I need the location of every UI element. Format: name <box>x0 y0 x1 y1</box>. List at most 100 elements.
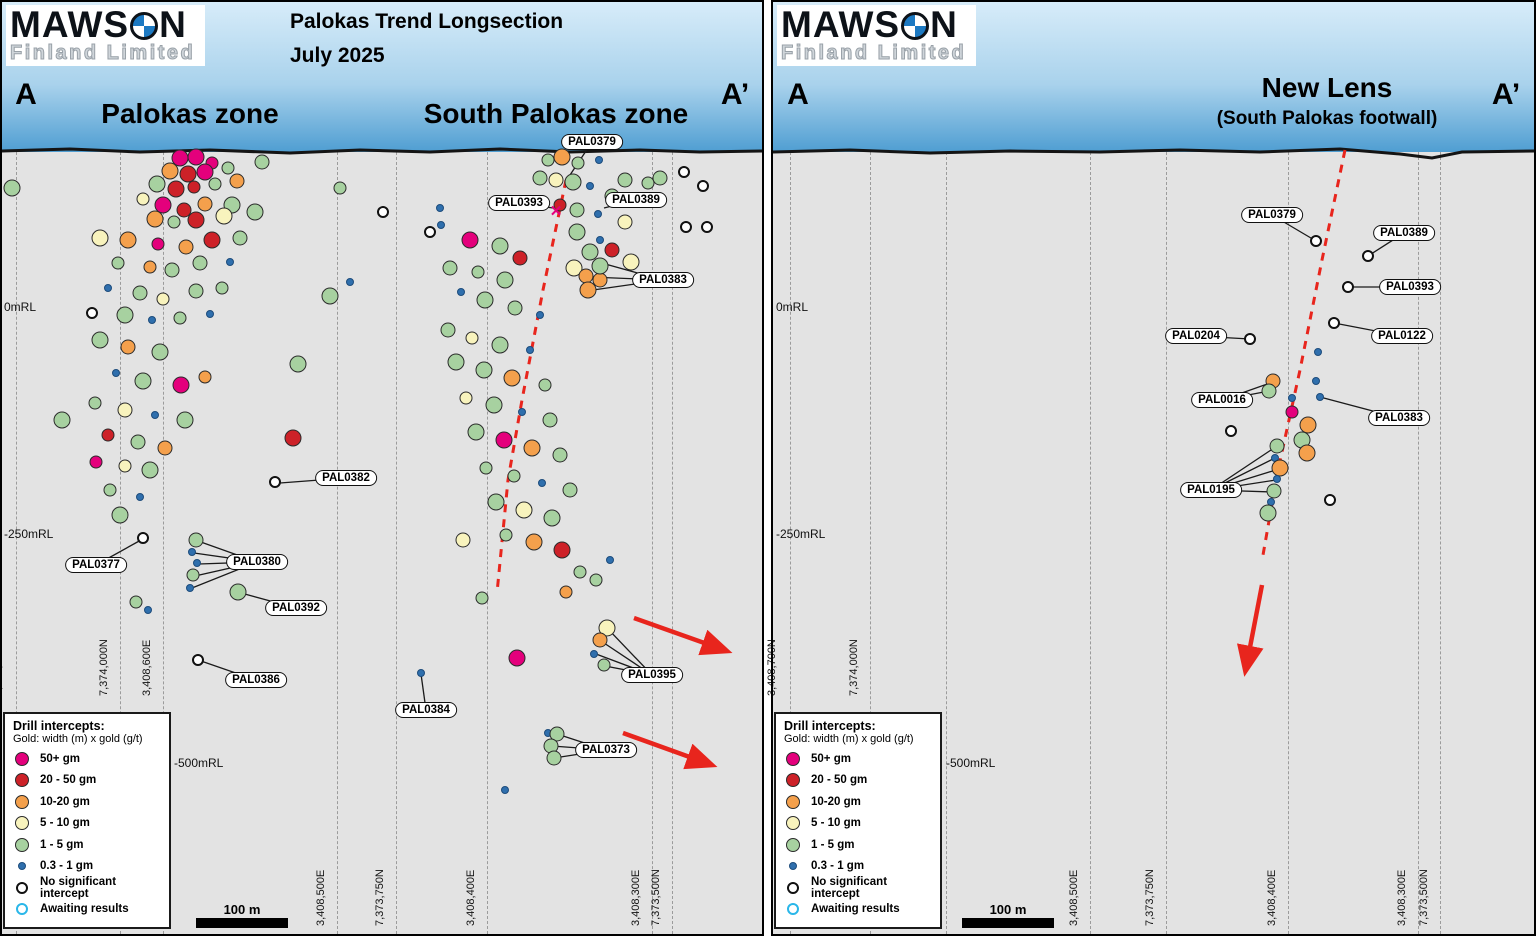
drill-hole-label: PAL0393 <box>488 195 550 211</box>
intercept-dot-1 <box>1269 438 1285 454</box>
grid-coordinate-label: 7,374,000N <box>848 639 860 696</box>
intercept-dot-03 <box>144 606 152 614</box>
intercept-dot-03 <box>104 284 112 292</box>
intercept-dot-10 <box>525 533 543 551</box>
intercept-dot-03 <box>417 669 425 677</box>
legend-swatch-20 <box>786 773 800 788</box>
intercept-dot-1 <box>568 223 586 241</box>
intercept-dot-03 <box>206 310 214 318</box>
intercept-dot-1 <box>491 336 509 354</box>
grid-line <box>396 152 397 934</box>
intercept-dot-03 <box>1314 348 1322 356</box>
legend-swatch-ns <box>787 881 799 894</box>
legend-label: 10-20 gm <box>811 795 861 808</box>
intercept-dot-10 <box>178 239 194 255</box>
intercept-dot-03 <box>596 236 604 244</box>
intercept-dot-1 <box>215 281 229 295</box>
intercept-dot-10 <box>523 439 541 457</box>
logo-wordmark-post: N <box>930 4 958 45</box>
intercept-dot-ns <box>678 166 690 178</box>
intercept-dot-03 <box>193 559 201 567</box>
legend-item: 10-20 gm <box>13 791 161 813</box>
intercept-dot-5 <box>617 214 633 230</box>
intercept-dot-5 <box>459 391 473 405</box>
drill-hole-label: PAL0389 <box>605 192 667 208</box>
intercept-dot-1 <box>229 583 247 601</box>
legend-item: 5 - 10 gm <box>13 813 161 835</box>
intercept-dot-1 <box>447 353 465 371</box>
legend-swatch-1 <box>15 837 29 852</box>
legend-swatch-wrap <box>784 903 802 916</box>
drill-hole-label: PAL0204 <box>1165 328 1227 344</box>
drill-hole-label: PAL0380 <box>226 554 288 570</box>
legend-swatch-wrap <box>784 862 802 871</box>
intercept-dot-1 <box>467 423 485 441</box>
zone-title: Palokas zone <box>101 98 279 129</box>
drill-hole-label: PAL0383 <box>632 272 694 288</box>
drill-hole-label: PAL0379 <box>561 134 623 150</box>
logo-wordmark: MAWS N <box>10 5 195 45</box>
intercept-dot-10 <box>120 339 136 355</box>
drill-hole-label: PAL0016 <box>1191 392 1253 408</box>
intercept-dot-03 <box>226 258 234 266</box>
drill-hole-label: PAL0393 <box>1379 279 1441 295</box>
grid-line <box>487 152 488 934</box>
grid-line <box>1418 152 1419 934</box>
intercept-dot-1 <box>507 469 521 483</box>
intercept-dot-10 <box>1298 444 1316 462</box>
intercept-dot-20 <box>187 211 205 229</box>
intercept-dot-50 <box>1285 405 1299 419</box>
intercept-dot-03 <box>594 210 602 218</box>
intercept-dot-03 <box>436 204 444 212</box>
legend-swatch-wrap <box>784 773 802 788</box>
grid-line <box>1288 152 1289 934</box>
legend-swatch-wrap <box>13 773 31 788</box>
zone-title: (South Palokas footwall) <box>1216 108 1438 129</box>
intercept-dot-1 <box>53 411 71 429</box>
drill-hole-label: PAL0384 <box>395 702 457 718</box>
intercept-dot-ns <box>1342 281 1354 293</box>
legend-box: Drill intercepts: Gold: width (m) x gold … <box>774 712 942 929</box>
intercept-dot-ns <box>86 307 98 319</box>
intercept-dot-50 <box>196 163 214 181</box>
elevation-label: 0mRL <box>4 300 37 314</box>
grid-line <box>163 152 164 934</box>
legend-swatch-wrap <box>13 837 31 852</box>
intercept-dot-1 <box>103 483 117 497</box>
intercept-dot-10 <box>559 585 573 599</box>
intercept-dot-03 <box>437 221 445 229</box>
elevation-label: -500mRL <box>946 756 996 770</box>
intercept-dot-1 <box>546 750 562 766</box>
intercept-dot-ns <box>269 476 281 488</box>
intercept-dot-1 <box>151 343 169 361</box>
drill-hole-label: PAL0195 <box>1180 482 1242 498</box>
intercept-dot-10 <box>503 369 521 387</box>
zone-title: New Lens <box>1261 72 1393 103</box>
intercept-dot-03 <box>1288 394 1296 402</box>
intercept-dot-ns <box>1362 250 1374 262</box>
intercept-dot-1 <box>571 156 585 170</box>
drill-hole-label: PAL0383 <box>1368 410 1430 426</box>
legend-swatch-10 <box>15 794 29 809</box>
intercept-dot-1 <box>581 243 599 261</box>
drill-hole-label: PAL0379 <box>1241 207 1303 223</box>
intercept-dot-1 <box>111 256 125 270</box>
intercept-dot-1 <box>232 230 248 246</box>
legend-label: 5 - 10 gm <box>811 817 861 830</box>
intercept-dot-20 <box>101 428 115 442</box>
legend-swatch-03 <box>789 862 797 871</box>
intercept-dot-03 <box>188 548 196 556</box>
elevation-label: 0mRL <box>776 300 809 314</box>
intercept-dot-03 <box>148 316 156 324</box>
intercept-dot-1 <box>221 161 235 175</box>
scale-bar-label: 100 m <box>223 902 261 917</box>
intercept-dot-10 <box>1271 459 1289 477</box>
intercept-dot-1 <box>321 287 339 305</box>
grid-coordinate-label: 3,408,700N <box>0 639 4 696</box>
intercept-dot-1 <box>246 203 264 221</box>
legend-item: 0.3 - 1 gm <box>784 856 932 878</box>
intercept-dot-1 <box>164 262 180 278</box>
intercept-dot-1 <box>491 237 509 255</box>
intercept-dot-1 <box>289 355 307 373</box>
